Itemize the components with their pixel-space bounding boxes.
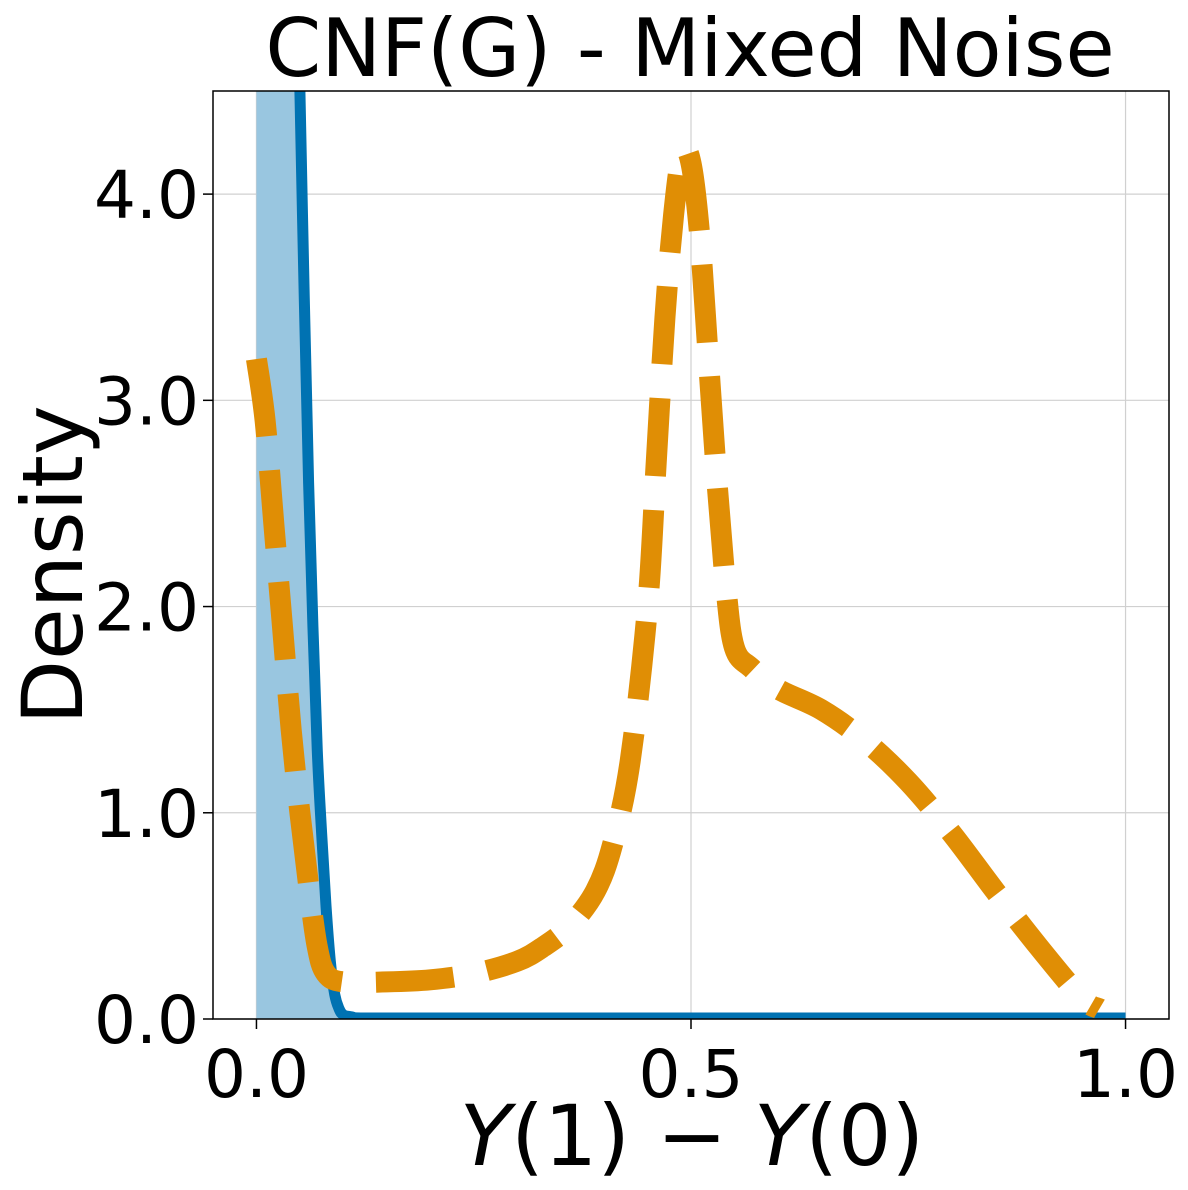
y-tick-label: 2.0 [94,570,199,647]
x-label-var2: Y [754,1087,811,1185]
x-label-arg2: (0) [805,1087,924,1185]
y-tick-label: 1.0 [94,776,199,853]
x-axis-label: Y(1) − Y(0) [460,1087,924,1185]
x-label-var1: Y [460,1087,517,1185]
solid-density-curve [294,91,1126,1019]
dashed-density-curve [246,138,1105,1019]
x-tick-label: 0.5 [639,1036,744,1113]
x-axis: 0.0 0.5 1.0 [204,1019,1178,1113]
plot-area [246,91,1126,1019]
x-tick-label: 1.0 [1073,1036,1178,1113]
chart-title: CNF(G) - Mixed Noise [265,2,1114,95]
y-axis: 0.0 1.0 2.0 3.0 4.0 [94,157,213,1059]
y-tick-label: 3.0 [94,363,199,440]
x-label-op: − [630,1087,754,1185]
x-tick-label: 0.0 [204,1036,309,1113]
x-label-arg1: (1) [511,1087,630,1185]
y-tick-label: 0.0 [94,982,199,1059]
y-axis-label: Density [4,405,102,724]
y-tick-label: 4.0 [94,157,199,234]
